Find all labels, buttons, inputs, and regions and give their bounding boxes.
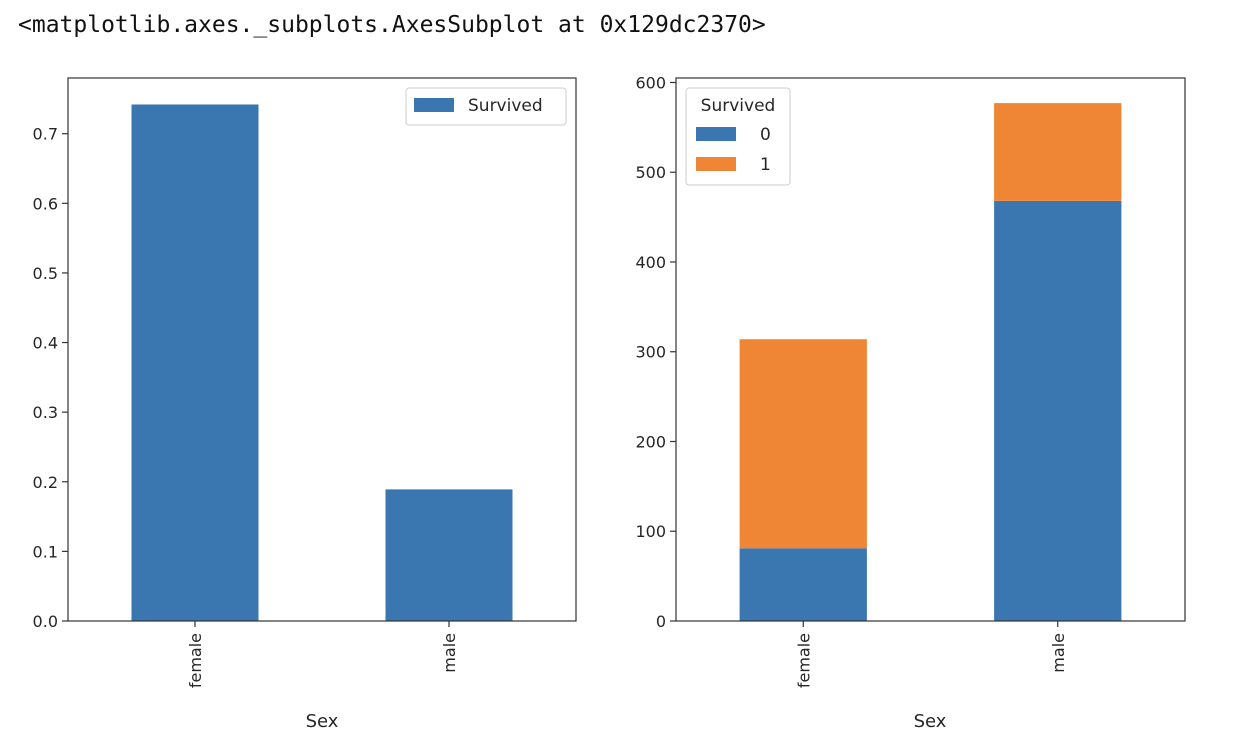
cell-output-text: <matplotlib.axes._subplots.AxesSubplot a…	[18, 12, 766, 38]
legend: Survived 0 1	[685, 87, 791, 186]
legend-swatch-1	[696, 157, 736, 171]
legend-entry-0: 0	[760, 125, 771, 145]
y-tick-label: 0.2	[33, 473, 58, 492]
axes-frame	[67, 77, 577, 622]
bar-female-series-0	[739, 548, 867, 621]
bar-male-series-1	[994, 103, 1122, 201]
legend: Survived	[405, 87, 567, 126]
legend-title: Survived	[701, 96, 776, 116]
y-tick-label: 0.0	[33, 612, 58, 631]
bar-male-series-0	[994, 201, 1122, 621]
legend-swatch	[414, 98, 454, 112]
chart-survival-rate: 0.00.10.20.30.40.50.60.7 female male Sex …	[33, 77, 577, 732]
bar-female-series-survived	[131, 104, 259, 621]
y-tick-label: 300	[635, 343, 666, 362]
y-tick-label: 0.4	[33, 334, 58, 353]
legend-box	[405, 87, 567, 126]
bar-male-series-survived	[385, 489, 513, 621]
x-tick-label-male: male	[1049, 633, 1068, 673]
bar-female-series-1	[739, 339, 867, 549]
y-tick-label: 0.3	[33, 403, 58, 422]
y-tick-label: 0.5	[33, 264, 58, 283]
axes-frame	[675, 77, 1186, 622]
y-tick-label: 400	[635, 253, 666, 272]
y-tick-label: 200	[635, 432, 666, 451]
y-tick-label: 600	[635, 73, 666, 92]
x-tick-label-male: male	[440, 633, 459, 673]
y-tick-label: 500	[635, 163, 666, 182]
legend-entry-1: 1	[760, 155, 771, 175]
x-tick-label-female: female	[794, 633, 813, 688]
y-tick-label: 0.6	[33, 194, 58, 213]
y-tick-label: 0.7	[33, 125, 58, 144]
y-tick-label: 100	[635, 522, 666, 541]
y-tick-label: 0	[656, 612, 666, 631]
chart-survival-counts: 0 100 200 300 400 500 600 female male Sex Survi…	[635, 73, 1186, 732]
y-tick-label: 0.1	[33, 542, 58, 561]
x-axis-label: Sex	[306, 711, 339, 732]
legend-entry-survived: Survived	[468, 96, 543, 116]
legend-swatch-0	[696, 127, 736, 141]
x-tick-label-female: female	[186, 633, 205, 688]
x-axis-label: Sex	[914, 711, 947, 732]
